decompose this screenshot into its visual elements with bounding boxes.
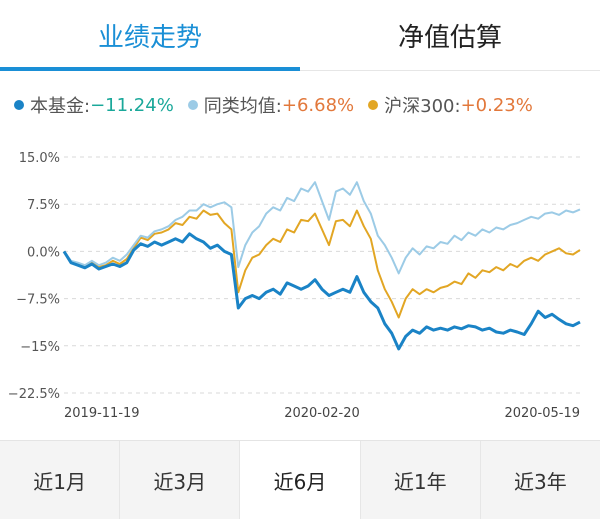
legend-name-csi300: 沪深300: <box>384 96 461 117</box>
range-button-6m-label: 近6月 <box>273 469 327 494</box>
y-tick-label: −7.5% <box>16 293 60 308</box>
chart-svg: 15.0% 7.5% 0.0% −7.5% −15% −22.5% 2019-11-19 20… <box>8 151 581 421</box>
series-line-同类均值 <box>63 181 581 275</box>
x-tick-label: 2019-11-19 <box>64 406 140 421</box>
range-button-1y[interactable]: 近1年 <box>360 441 481 519</box>
legend-dot-peer-average <box>187 100 198 110</box>
series-line-本基金 <box>62 232 581 351</box>
legend-value-peer-average: +6.68% <box>281 94 355 116</box>
y-tick-label: −22.5% <box>8 387 60 402</box>
legend-dot-fund <box>14 100 24 110</box>
active-tab-underline <box>0 67 300 71</box>
legend-item-fund: 本基金: −11.24% <box>14 92 174 118</box>
y-tick-label: 7.5% <box>27 198 60 213</box>
x-tick-label: 2020-05-19 <box>504 406 580 421</box>
tab-performance[interactable]: 业绩走势 <box>0 0 300 71</box>
range-button-3m-label: 近3月 <box>153 469 207 494</box>
range-button-1m-label: 近1月 <box>33 469 86 494</box>
y-tick-label: 0.0% <box>27 245 60 260</box>
range-button-3m[interactable]: 近3月 <box>120 441 241 519</box>
legend-dot-csi300 <box>368 100 379 110</box>
legend-value-csi300: +0.23% <box>460 94 533 116</box>
tab-nav-estimate-label: 净值估算 <box>397 22 502 53</box>
range-button-1m[interactable]: 近1月 <box>0 441 121 519</box>
x-tick-label: 2020-02-20 <box>284 406 360 421</box>
performance-chart: 15.0% 7.5% 0.0% −7.5% −15% −22.5% 2019-11-19 20… <box>0 135 600 430</box>
legend-item-csi300: 沪深300: +0.23% <box>368 92 533 118</box>
y-tick-label: −15% <box>20 340 60 355</box>
series-line-沪深300 <box>63 209 581 319</box>
legend-item-peer-average: 同类均值: +6.68% <box>187 92 355 118</box>
legend-name-peer-average: 同类均值: <box>203 96 282 117</box>
y-tick-label: 15.0% <box>19 151 60 166</box>
range-button-6m[interactable]: 近6月 <box>240 441 361 519</box>
legend-value-fund: −11.24% <box>90 94 174 116</box>
chart-legend: 本基金: −11.24% 同类均值: +6.68% 沪深300: +0.23% <box>14 90 594 120</box>
tab-nav-estimate[interactable]: 净值估算 <box>300 0 600 70</box>
legend-name-fund: 本基金: <box>30 96 91 117</box>
range-button-3y[interactable]: 近3年 <box>480 441 600 519</box>
range-button-1y-label: 近1年 <box>393 469 447 494</box>
top-tabs: 业绩走势 净值估算 <box>0 0 600 71</box>
tab-performance-label: 业绩走势 <box>97 22 202 53</box>
time-range-selector: 近1月 近3月 近6月 近1年 近3年 <box>0 440 600 519</box>
range-button-3y-label: 近3年 <box>514 469 567 494</box>
